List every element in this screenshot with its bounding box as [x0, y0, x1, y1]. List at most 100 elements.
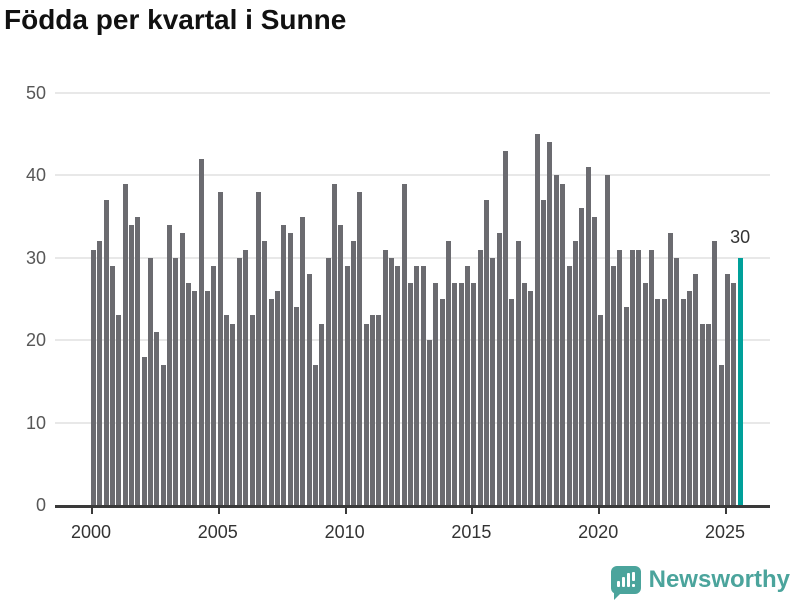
bar — [433, 282, 439, 505]
bar — [350, 241, 356, 505]
bar — [249, 315, 255, 505]
bar — [148, 257, 154, 505]
logo-bubble-tail — [613, 593, 621, 600]
bar — [401, 183, 407, 505]
bar — [427, 340, 433, 505]
highlighted-bar — [737, 257, 743, 505]
bar — [414, 266, 420, 505]
bar — [319, 323, 325, 505]
logo-exclamation — [631, 572, 635, 581]
bar — [122, 183, 128, 505]
y-axis-tick-label: 10 — [25, 412, 46, 433]
bar — [205, 290, 211, 505]
bar — [534, 134, 540, 505]
bar — [496, 233, 502, 505]
logo-mini-bar — [621, 577, 625, 587]
bar — [141, 356, 147, 505]
bar — [610, 266, 616, 505]
bar — [484, 200, 490, 505]
bar — [160, 364, 166, 505]
bar — [376, 315, 382, 505]
bar — [648, 249, 654, 505]
x-axis-tick — [598, 508, 601, 514]
bar — [344, 266, 350, 505]
gridline — [55, 256, 770, 259]
chart-title: Födda per kvartal i Sunne — [4, 4, 347, 35]
bar — [547, 142, 553, 505]
bar — [522, 282, 528, 505]
bar — [585, 167, 591, 505]
bar — [262, 241, 268, 505]
bar — [667, 233, 673, 505]
bar — [693, 274, 699, 505]
last-bar-value-label: 30 — [730, 226, 751, 247]
x-axis-tick-label: 2020 — [578, 522, 619, 542]
bar — [382, 249, 388, 505]
y-axis-tick-label: 40 — [25, 165, 46, 186]
bar — [623, 307, 629, 505]
x-axis-tick-label: 2005 — [197, 522, 238, 542]
bar — [503, 150, 509, 505]
bar — [528, 290, 534, 505]
x-axis-tick-label: 2010 — [324, 522, 365, 542]
bar — [103, 200, 109, 505]
footer-branding: Newsworthy — [610, 566, 790, 600]
x-axis-tick — [217, 508, 220, 514]
bar — [541, 200, 547, 505]
bar — [515, 241, 521, 505]
bar — [369, 315, 375, 505]
bar — [579, 208, 585, 505]
bar — [661, 299, 667, 505]
bar — [446, 241, 452, 505]
bar — [198, 158, 204, 505]
bar — [617, 249, 623, 505]
bar — [553, 175, 559, 505]
bar — [116, 315, 122, 505]
bar — [179, 233, 185, 505]
x-axis-tick-label: 2025 — [704, 522, 746, 542]
bar — [566, 266, 572, 505]
bar — [268, 299, 274, 505]
bar — [293, 307, 299, 505]
newsworthy-logo-icon — [610, 566, 641, 600]
bar — [274, 290, 280, 505]
bar — [281, 224, 287, 505]
bar — [560, 183, 566, 505]
bar — [686, 290, 692, 505]
bar — [452, 282, 458, 505]
logo-mini-bar — [616, 581, 620, 587]
bar — [154, 331, 160, 505]
gridline — [55, 92, 770, 94]
bar — [363, 323, 369, 505]
bar — [604, 175, 610, 505]
y-axis-tick-label: 0 — [35, 495, 46, 515]
bar — [224, 315, 230, 505]
bar — [173, 257, 179, 505]
bar — [712, 241, 718, 505]
x-axis-tick — [344, 508, 347, 514]
bar — [705, 323, 711, 505]
bar — [439, 299, 445, 505]
bar — [331, 183, 337, 505]
bar — [287, 233, 293, 505]
y-axis-tick-label: 20 — [25, 330, 46, 351]
gridline — [55, 174, 770, 177]
y-axis-tick-label: 50 — [25, 83, 46, 103]
bar — [725, 274, 730, 505]
x-axis-tick-label: 2015 — [451, 522, 492, 542]
bar — [477, 249, 483, 505]
bar — [699, 323, 705, 505]
bar — [420, 266, 426, 505]
y-axis-tick-label: 30 — [25, 247, 46, 268]
bar — [97, 241, 103, 505]
bar — [572, 241, 578, 505]
bar — [718, 364, 724, 505]
bar — [642, 282, 648, 505]
bar — [91, 249, 96, 505]
bar — [306, 274, 312, 505]
bar — [236, 257, 242, 505]
bar — [636, 249, 642, 505]
logo-mini-bar — [626, 573, 630, 587]
x-axis-tick-label: 2000 — [70, 522, 112, 542]
